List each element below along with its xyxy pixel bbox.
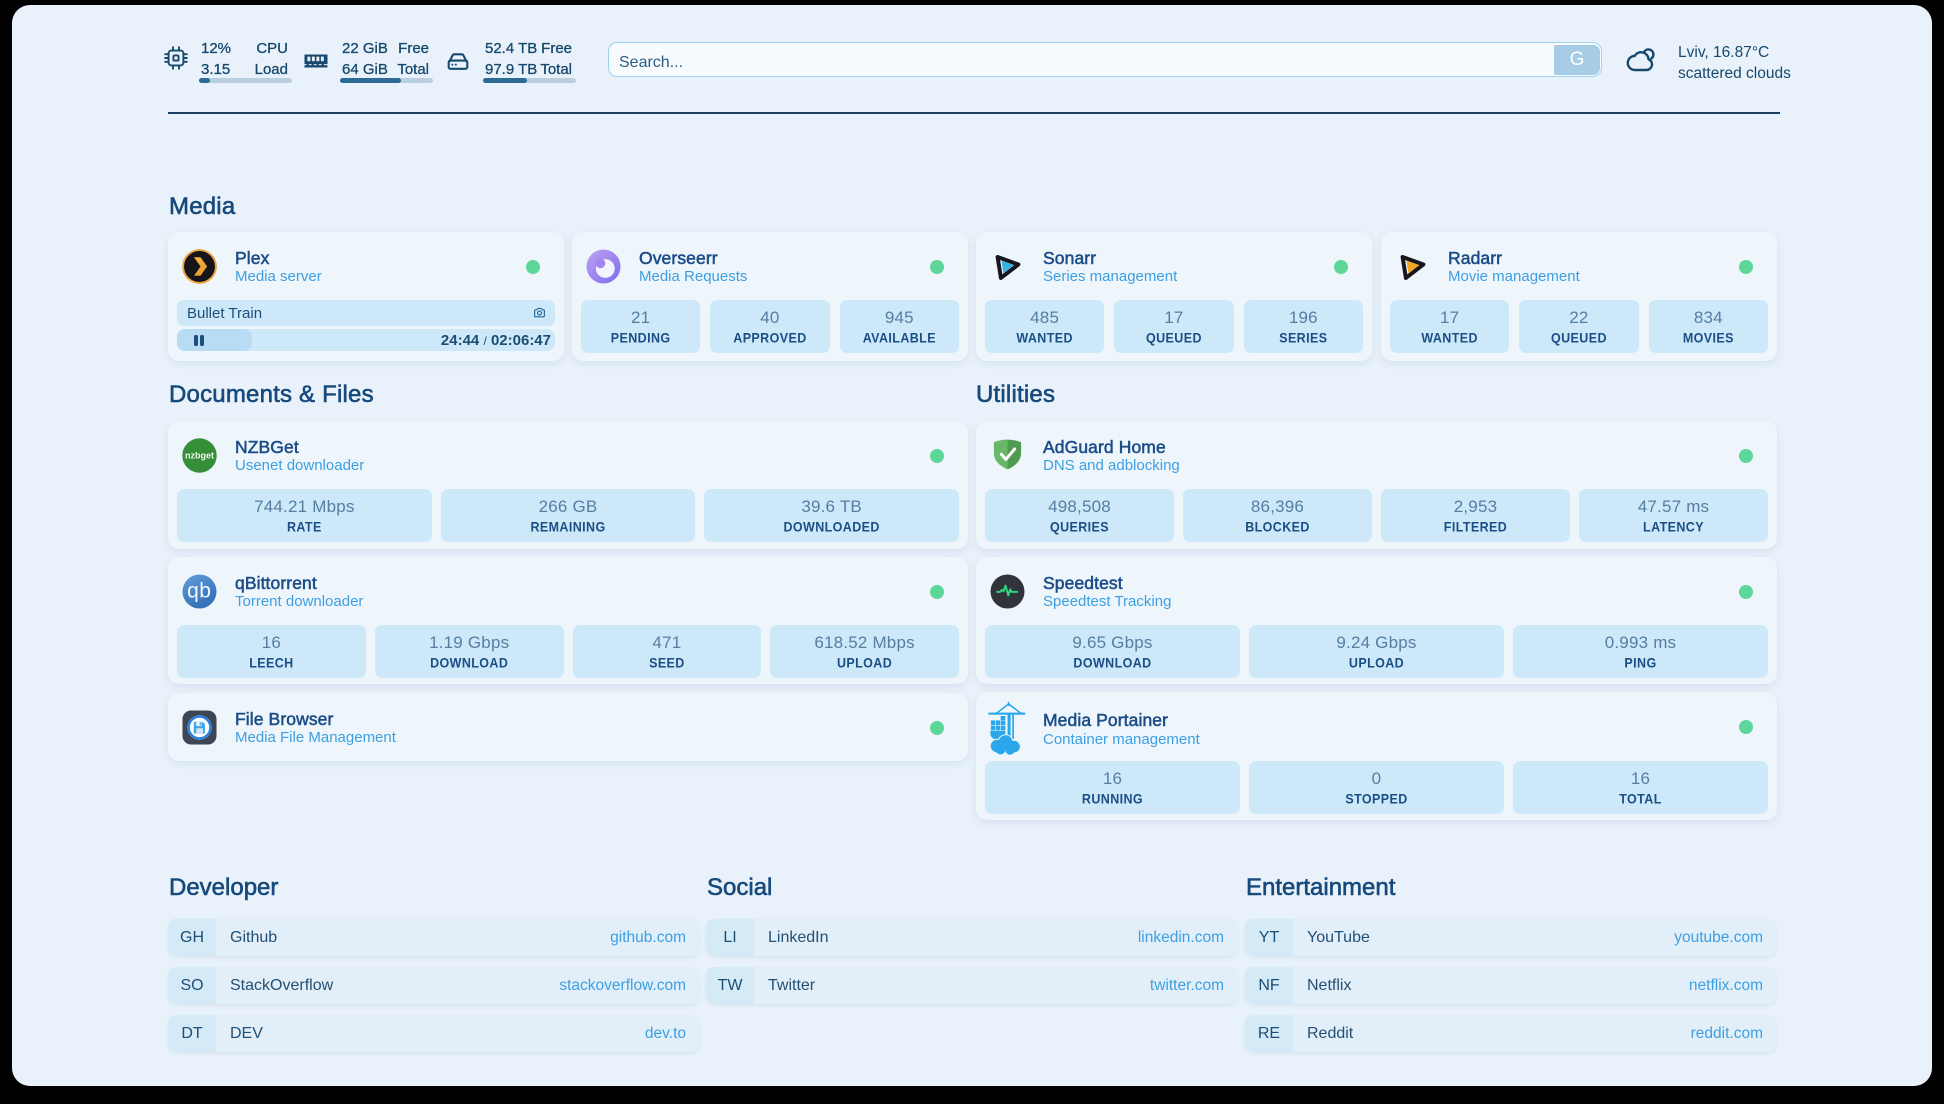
svg-text:qb: qb [187, 580, 211, 603]
svg-text:nzbget: nzbget [185, 451, 214, 461]
